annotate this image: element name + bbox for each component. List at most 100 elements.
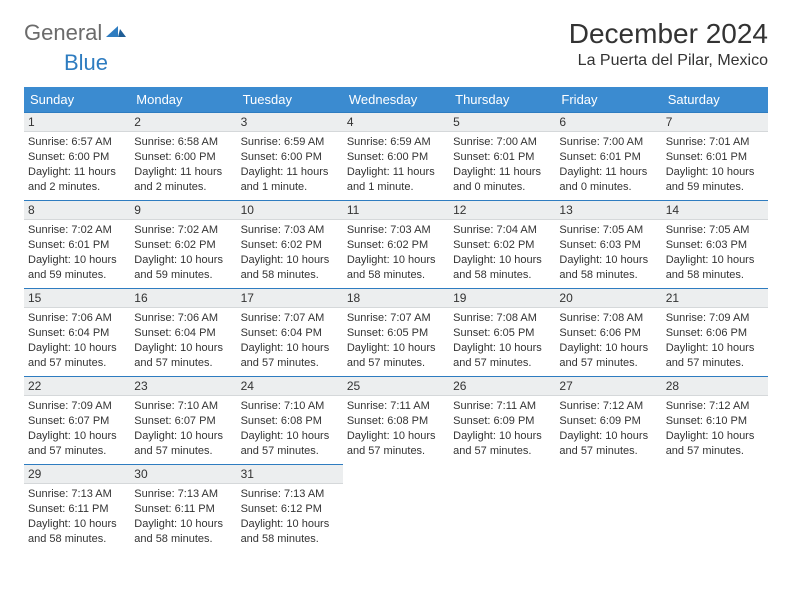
calendar-cell: 7Sunrise: 7:01 AMSunset: 6:01 PMDaylight… [662, 112, 768, 200]
daylight-line: Daylight: 10 hours and 57 minutes. [453, 341, 551, 371]
weekday-header: Sunday [24, 87, 130, 112]
day-number: 28 [662, 376, 768, 396]
day-body: Sunrise: 7:07 AMSunset: 6:05 PMDaylight:… [343, 308, 449, 373]
sunrise-line: Sunrise: 7:01 AM [666, 135, 764, 150]
sunrise-line: Sunrise: 7:02 AM [134, 223, 232, 238]
sunset-line: Sunset: 6:07 PM [28, 414, 126, 429]
day-body: Sunrise: 7:11 AMSunset: 6:09 PMDaylight:… [449, 396, 555, 461]
daylight-line: Daylight: 10 hours and 57 minutes. [453, 429, 551, 459]
day-number: 1 [24, 112, 130, 132]
calendar-cell: 22Sunrise: 7:09 AMSunset: 6:07 PMDayligh… [24, 376, 130, 464]
day-body: Sunrise: 7:05 AMSunset: 6:03 PMDaylight:… [555, 220, 661, 285]
sunset-line: Sunset: 6:07 PM [134, 414, 232, 429]
sunset-line: Sunset: 6:08 PM [241, 414, 339, 429]
day-number: 21 [662, 288, 768, 308]
sunrise-line: Sunrise: 7:03 AM [347, 223, 445, 238]
sunset-line: Sunset: 6:02 PM [347, 238, 445, 253]
month-title: December 2024 [569, 18, 768, 50]
sunset-line: Sunset: 6:02 PM [241, 238, 339, 253]
title-block: December 2024 La Puerta del Pilar, Mexic… [569, 18, 768, 70]
day-body: Sunrise: 7:03 AMSunset: 6:02 PMDaylight:… [343, 220, 449, 285]
sunrise-line: Sunrise: 6:57 AM [28, 135, 126, 150]
calendar-cell: 19Sunrise: 7:08 AMSunset: 6:05 PMDayligh… [449, 288, 555, 376]
sunrise-line: Sunrise: 7:00 AM [453, 135, 551, 150]
calendar-cell: 16Sunrise: 7:06 AMSunset: 6:04 PMDayligh… [130, 288, 236, 376]
daylight-line: Daylight: 10 hours and 57 minutes. [28, 429, 126, 459]
sunrise-line: Sunrise: 7:10 AM [134, 399, 232, 414]
daylight-line: Daylight: 10 hours and 58 minutes. [559, 253, 657, 283]
sunset-line: Sunset: 6:04 PM [134, 326, 232, 341]
day-number: 2 [130, 112, 236, 132]
sunset-line: Sunset: 6:01 PM [453, 150, 551, 165]
calendar-cell: 23Sunrise: 7:10 AMSunset: 6:07 PMDayligh… [130, 376, 236, 464]
calendar-cell: 13Sunrise: 7:05 AMSunset: 6:03 PMDayligh… [555, 200, 661, 288]
day-body: Sunrise: 6:59 AMSunset: 6:00 PMDaylight:… [343, 132, 449, 197]
sunrise-line: Sunrise: 7:06 AM [134, 311, 232, 326]
logo: General [24, 22, 128, 44]
calendar-cell: 29Sunrise: 7:13 AMSunset: 6:11 PMDayligh… [24, 464, 130, 552]
calendar-cell: 26Sunrise: 7:11 AMSunset: 6:09 PMDayligh… [449, 376, 555, 464]
sunrise-line: Sunrise: 7:08 AM [453, 311, 551, 326]
daylight-line: Daylight: 10 hours and 57 minutes. [347, 429, 445, 459]
calendar-body: 1Sunrise: 6:57 AMSunset: 6:00 PMDaylight… [24, 112, 768, 552]
daylight-line: Daylight: 10 hours and 57 minutes. [28, 341, 126, 371]
calendar-cell: 6Sunrise: 7:00 AMSunset: 6:01 PMDaylight… [555, 112, 661, 200]
calendar-cell: 12Sunrise: 7:04 AMSunset: 6:02 PMDayligh… [449, 200, 555, 288]
sunset-line: Sunset: 6:04 PM [241, 326, 339, 341]
calendar-cell: 1Sunrise: 6:57 AMSunset: 6:00 PMDaylight… [24, 112, 130, 200]
calendar-row: 1Sunrise: 6:57 AMSunset: 6:00 PMDaylight… [24, 112, 768, 200]
sunset-line: Sunset: 6:01 PM [559, 150, 657, 165]
sunset-line: Sunset: 6:00 PM [134, 150, 232, 165]
day-body: Sunrise: 7:04 AMSunset: 6:02 PMDaylight:… [449, 220, 555, 285]
daylight-line: Daylight: 10 hours and 58 minutes. [347, 253, 445, 283]
daylight-line: Daylight: 11 hours and 0 minutes. [559, 165, 657, 195]
calendar-cell: 17Sunrise: 7:07 AMSunset: 6:04 PMDayligh… [237, 288, 343, 376]
day-body: Sunrise: 7:11 AMSunset: 6:08 PMDaylight:… [343, 396, 449, 461]
calendar-cell: 9Sunrise: 7:02 AMSunset: 6:02 PMDaylight… [130, 200, 236, 288]
day-body: Sunrise: 7:08 AMSunset: 6:06 PMDaylight:… [555, 308, 661, 373]
day-body: Sunrise: 7:08 AMSunset: 6:05 PMDaylight:… [449, 308, 555, 373]
day-body: Sunrise: 7:12 AMSunset: 6:10 PMDaylight:… [662, 396, 768, 461]
calendar-table: Sunday Monday Tuesday Wednesday Thursday… [24, 87, 768, 552]
calendar-cell: 25Sunrise: 7:11 AMSunset: 6:08 PMDayligh… [343, 376, 449, 464]
day-number: 11 [343, 200, 449, 220]
day-body: Sunrise: 7:10 AMSunset: 6:07 PMDaylight:… [130, 396, 236, 461]
day-number: 10 [237, 200, 343, 220]
sunset-line: Sunset: 6:01 PM [666, 150, 764, 165]
sunrise-line: Sunrise: 6:58 AM [134, 135, 232, 150]
daylight-line: Daylight: 10 hours and 57 minutes. [241, 429, 339, 459]
day-body: Sunrise: 7:13 AMSunset: 6:11 PMDaylight:… [24, 484, 130, 549]
weekday-header: Tuesday [237, 87, 343, 112]
day-number: 13 [555, 200, 661, 220]
sunrise-line: Sunrise: 7:13 AM [134, 487, 232, 502]
calendar-cell: 30Sunrise: 7:13 AMSunset: 6:11 PMDayligh… [130, 464, 236, 552]
day-body: Sunrise: 7:10 AMSunset: 6:08 PMDaylight:… [237, 396, 343, 461]
day-body: Sunrise: 7:09 AMSunset: 6:07 PMDaylight:… [24, 396, 130, 461]
daylight-line: Daylight: 10 hours and 59 minutes. [28, 253, 126, 283]
sunrise-line: Sunrise: 7:00 AM [559, 135, 657, 150]
sunset-line: Sunset: 6:00 PM [28, 150, 126, 165]
day-body: Sunrise: 6:59 AMSunset: 6:00 PMDaylight:… [237, 132, 343, 197]
calendar-cell: 21Sunrise: 7:09 AMSunset: 6:06 PMDayligh… [662, 288, 768, 376]
sunrise-line: Sunrise: 6:59 AM [241, 135, 339, 150]
calendar-cell [449, 464, 555, 552]
weekday-header: Monday [130, 87, 236, 112]
day-body: Sunrise: 7:01 AMSunset: 6:01 PMDaylight:… [662, 132, 768, 197]
daylight-line: Daylight: 10 hours and 57 minutes. [666, 429, 764, 459]
weekday-header: Thursday [449, 87, 555, 112]
logo-text-gray: General [24, 22, 102, 44]
sunrise-line: Sunrise: 6:59 AM [347, 135, 445, 150]
day-number: 22 [24, 376, 130, 396]
day-body: Sunrise: 7:06 AMSunset: 6:04 PMDaylight:… [130, 308, 236, 373]
calendar-row: 8Sunrise: 7:02 AMSunset: 6:01 PMDaylight… [24, 200, 768, 288]
calendar-cell: 20Sunrise: 7:08 AMSunset: 6:06 PMDayligh… [555, 288, 661, 376]
calendar-cell: 24Sunrise: 7:10 AMSunset: 6:08 PMDayligh… [237, 376, 343, 464]
sunset-line: Sunset: 6:00 PM [241, 150, 339, 165]
calendar-page: General December 2024 La Puerta del Pila… [0, 0, 792, 562]
day-number: 4 [343, 112, 449, 132]
sunrise-line: Sunrise: 7:12 AM [666, 399, 764, 414]
sunrise-line: Sunrise: 7:09 AM [666, 311, 764, 326]
sunset-line: Sunset: 6:09 PM [559, 414, 657, 429]
daylight-line: Daylight: 10 hours and 58 minutes. [134, 517, 232, 547]
day-body: Sunrise: 7:03 AMSunset: 6:02 PMDaylight:… [237, 220, 343, 285]
